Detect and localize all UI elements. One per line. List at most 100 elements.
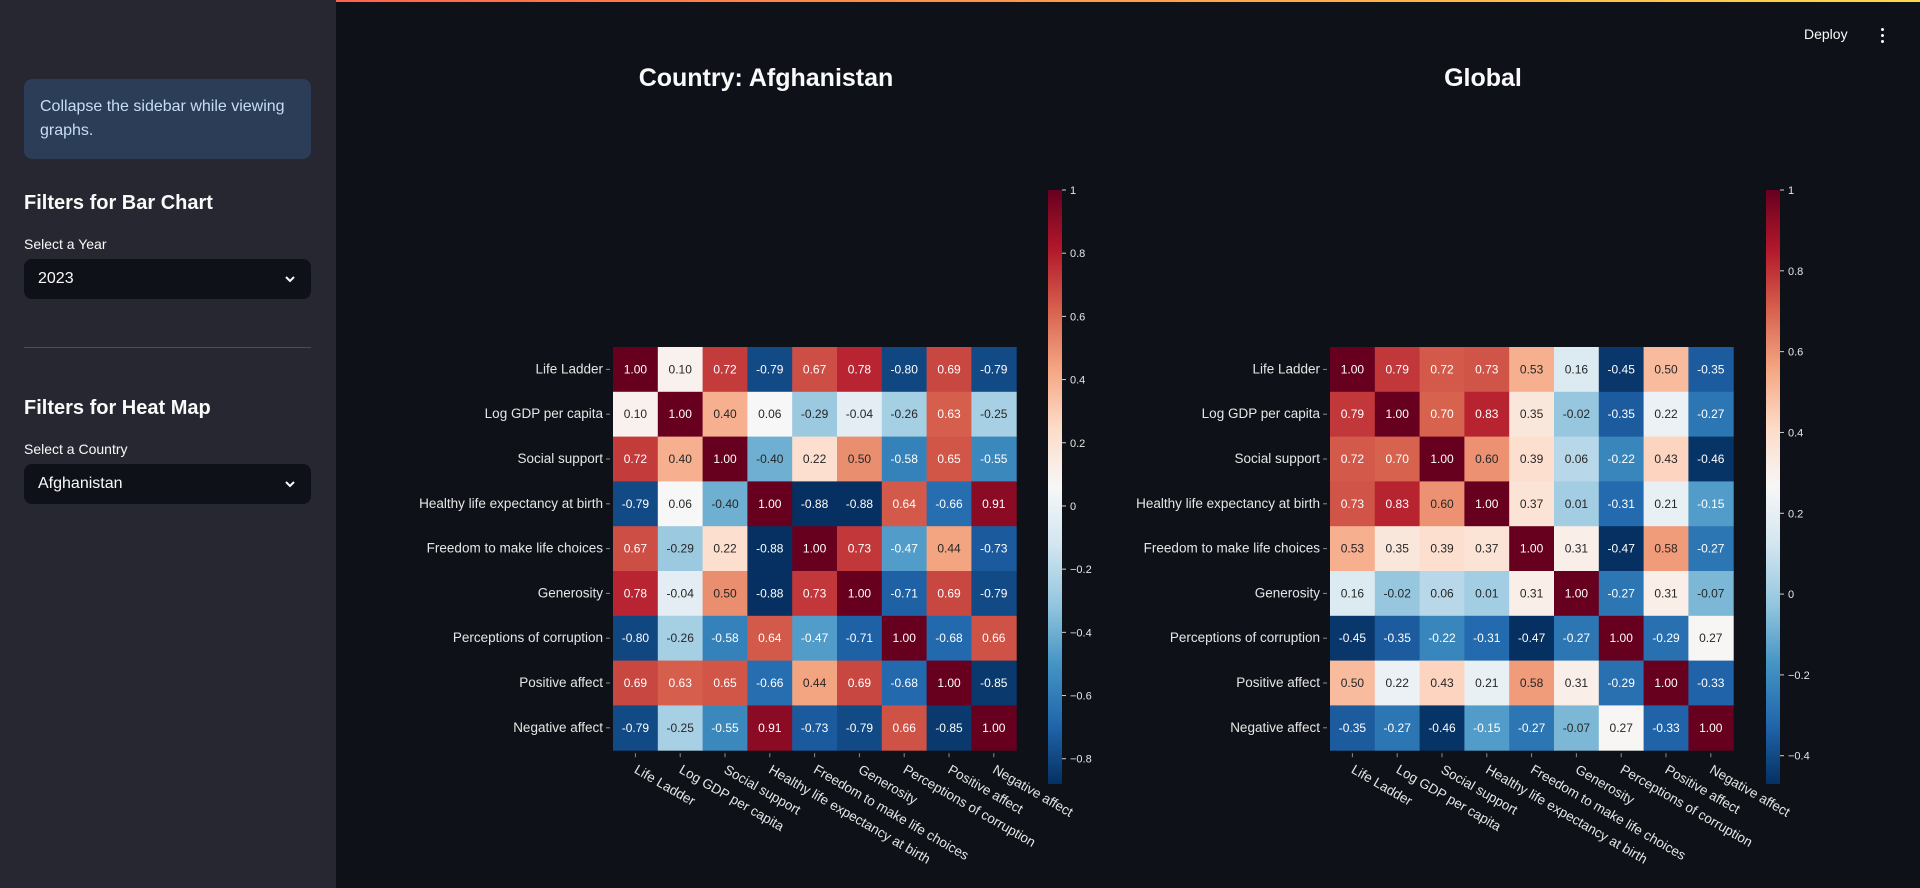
heatmap-cell bbox=[1330, 391, 1376, 438]
heatmap-cell-label: 0.70 bbox=[1430, 407, 1454, 421]
colorbar bbox=[1766, 190, 1780, 784]
year-select[interactable]: 2023 bbox=[24, 259, 311, 299]
colorbar-tick-label: 0.8 bbox=[1070, 248, 1085, 260]
heatmap-cell-label: -0.07 bbox=[1697, 586, 1725, 600]
heatmap-cell-label: 1.00 bbox=[1475, 497, 1499, 511]
y-tick-label: Freedom to make life choices bbox=[427, 541, 604, 556]
heatmap-cell-label: 0.40 bbox=[669, 452, 693, 466]
heatmap-cell-label: 0.60 bbox=[1430, 497, 1454, 511]
heatmap-cell bbox=[1419, 571, 1465, 617]
heatmap-cell-label: 0.22 bbox=[1654, 407, 1678, 421]
heatmap-cell bbox=[1554, 481, 1600, 527]
heatmap-cell-label: 0.60 bbox=[1475, 452, 1499, 466]
heatmap-cell-label: -0.29 bbox=[801, 407, 829, 421]
heatmap-cell bbox=[881, 615, 928, 662]
heatmap-cell bbox=[613, 391, 659, 438]
heatmap-cell-label: 1.00 bbox=[893, 631, 917, 645]
heatmap-cell bbox=[881, 481, 928, 527]
heatmap-cell-label: -0.66 bbox=[756, 676, 784, 690]
heatmap-cell bbox=[657, 660, 704, 706]
colorbar-tick-label: 0.4 bbox=[1788, 427, 1803, 439]
heatmap-cell bbox=[881, 391, 928, 438]
heatmap-cell bbox=[1374, 705, 1421, 751]
heatmap-cell bbox=[613, 347, 659, 393]
colorbar-tick-label: −0.6 bbox=[1070, 691, 1092, 703]
heatmap-cell bbox=[881, 660, 928, 706]
heatmap-cell-label: 0.69 bbox=[848, 676, 872, 690]
heatmap-cell bbox=[702, 391, 748, 438]
heatmap-cell-label: 0.06 bbox=[1430, 586, 1454, 600]
heatmap-cell bbox=[657, 481, 704, 527]
colorbar-tick-label: 0.4 bbox=[1070, 375, 1085, 387]
heatmap-cell-label: -0.80 bbox=[891, 362, 919, 376]
heatmap-cell-label: -0.35 bbox=[1608, 407, 1636, 421]
heatmap-cell bbox=[1464, 705, 1510, 751]
heatmap-cell bbox=[1464, 347, 1510, 393]
heatmap-cell bbox=[1554, 571, 1600, 617]
heatmap-cell bbox=[837, 347, 883, 393]
heatmap-cell-label: 0.83 bbox=[1475, 407, 1499, 421]
heatmap-cell-label: 0.72 bbox=[1430, 362, 1454, 376]
heatmap-cell-label: 0.39 bbox=[1430, 542, 1454, 556]
heatmap-cell-label: -0.07 bbox=[1563, 721, 1591, 735]
y-tick-label: Life Ladder bbox=[535, 361, 603, 376]
heatmap-cell-label: 0.64 bbox=[893, 497, 917, 511]
heatmap-cell bbox=[837, 705, 883, 751]
heatmap-cell bbox=[657, 705, 704, 751]
heatmap-cell bbox=[1330, 571, 1376, 617]
heatmap-cell-label: 0.50 bbox=[1654, 362, 1678, 376]
heatmap-cell-label: 0.73 bbox=[848, 542, 872, 556]
heatmap-cell-label: 0.22 bbox=[713, 542, 737, 556]
y-tick-label: Log GDP per capita bbox=[485, 406, 604, 421]
heatmap-cell bbox=[1598, 705, 1645, 751]
heatmap-cell-label: -0.47 bbox=[891, 542, 919, 556]
heatmap-cell bbox=[1688, 391, 1734, 438]
heatmap-cell-label: 0.50 bbox=[713, 586, 737, 600]
heatmap-cell bbox=[747, 660, 793, 706]
heatmap-cell-label: -0.27 bbox=[1697, 542, 1725, 556]
deploy-button[interactable]: Deploy bbox=[1804, 26, 1848, 42]
heatmap-cell-label: -0.46 bbox=[1697, 452, 1725, 466]
heatmap-cell bbox=[1598, 481, 1645, 527]
heatmap-cell bbox=[1554, 526, 1600, 572]
heatmap-cell-label: -0.35 bbox=[1697, 362, 1725, 376]
heatmap-cell bbox=[1643, 391, 1689, 438]
country-select[interactable]: Afghanistan bbox=[24, 464, 311, 504]
heatmap-cell-label: -0.27 bbox=[1384, 721, 1412, 735]
heatmap-cell bbox=[1419, 526, 1465, 572]
heatmap-cell-label: 0.79 bbox=[1341, 407, 1365, 421]
heatmap-cell bbox=[1554, 705, 1600, 751]
heatmap-cell-label: 0.50 bbox=[1341, 676, 1365, 690]
heatmap-cell bbox=[1554, 391, 1600, 438]
heatmap-cell bbox=[613, 571, 659, 617]
heatmap-cell-label: -0.79 bbox=[622, 721, 650, 735]
heatmap-cell bbox=[926, 526, 972, 572]
heatmap-cell bbox=[1419, 347, 1465, 393]
heatmap-cell-label: -0.02 bbox=[1563, 407, 1591, 421]
heatmap-cell bbox=[613, 526, 659, 572]
heatmap-cell bbox=[971, 660, 1017, 706]
heatmap-cell bbox=[1374, 615, 1421, 662]
heatmap-cell-label: -0.27 bbox=[1697, 407, 1725, 421]
heatmap-cell-label: -0.85 bbox=[935, 721, 963, 735]
more-menu-icon[interactable] bbox=[1872, 24, 1892, 46]
heatmap-cell bbox=[1464, 615, 1510, 662]
heatmap-cell-label: 0.73 bbox=[1341, 497, 1365, 511]
heatmap-cell bbox=[971, 347, 1017, 393]
colorbar-tick-label: 0.2 bbox=[1788, 508, 1803, 520]
heatmap-cell bbox=[747, 615, 793, 662]
heatmap-cell bbox=[1688, 436, 1734, 482]
heatmap-cell-label: 0.72 bbox=[713, 362, 737, 376]
heatmap-cell-label: 1.00 bbox=[1654, 676, 1678, 690]
heatmap-cell-label: 0.35 bbox=[1386, 542, 1410, 556]
heatmap-cell bbox=[1509, 481, 1555, 527]
heatmap-cell bbox=[702, 526, 748, 572]
heatmap-cell bbox=[1374, 526, 1421, 572]
heatmap-cell-label: -0.04 bbox=[846, 407, 874, 421]
heatmap-cell-label: 1.00 bbox=[1699, 721, 1723, 735]
heatmap-cell-label: -0.29 bbox=[667, 542, 695, 556]
y-tick-label: Healthy life expectancy at birth bbox=[1136, 496, 1320, 511]
heatmap-cell bbox=[657, 526, 704, 572]
sidebar-divider bbox=[24, 347, 311, 348]
y-tick-label: Life Ladder bbox=[1252, 361, 1320, 376]
